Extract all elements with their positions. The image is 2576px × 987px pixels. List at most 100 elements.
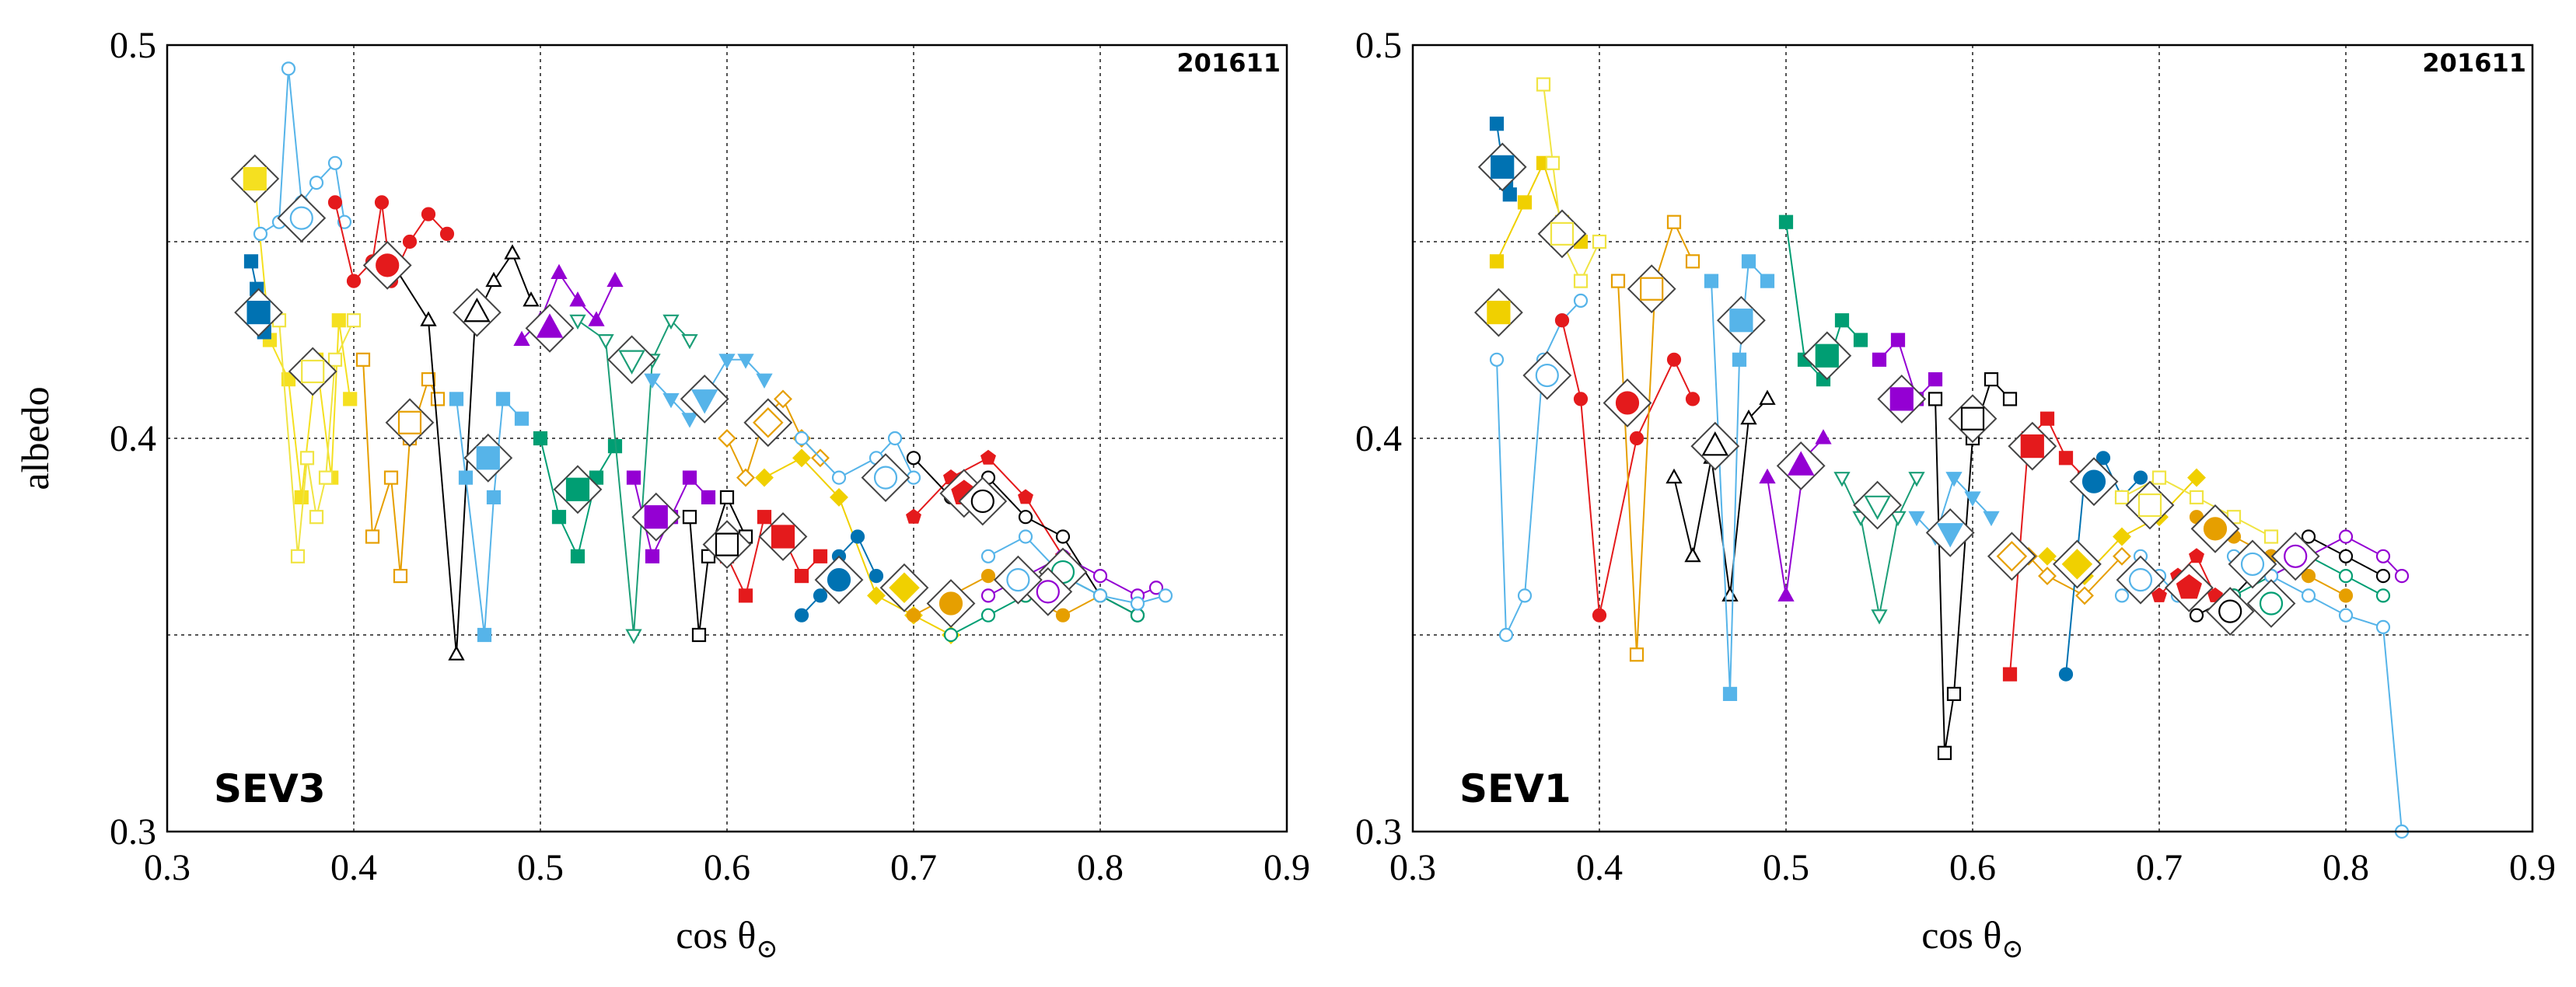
data-point (1592, 234, 1607, 249)
data-point (1665, 468, 1683, 484)
data-point (1629, 647, 1645, 662)
data-point (294, 490, 309, 505)
data-point (2075, 586, 2094, 605)
series-green-half-squares (533, 431, 623, 563)
mean-point (1889, 387, 1914, 411)
series-yellow-open-squares (271, 313, 362, 563)
data-point (458, 470, 474, 485)
data-point (794, 608, 809, 623)
data-point (421, 372, 436, 387)
data-point (2058, 667, 2074, 682)
mean-point (2128, 568, 2153, 592)
data-point (1760, 274, 1775, 288)
series-yellow-open-squares (1536, 77, 1607, 288)
data-point (1554, 313, 1570, 328)
data-point (477, 627, 492, 643)
series-orange-open-diamonds (2019, 546, 2131, 605)
data-point (1018, 489, 1033, 504)
mean-point (243, 166, 267, 191)
data-point (662, 314, 680, 330)
data-point (737, 354, 754, 369)
x-tick-label: 0.4 (1576, 847, 1623, 888)
data-point (681, 413, 698, 428)
data-point (1684, 546, 1701, 563)
x-axis-label-subscript: ⊙ (2001, 935, 2024, 964)
mean-point (2020, 434, 2044, 459)
y-tick-label: 0.3 (1355, 811, 1402, 853)
data-point (2002, 392, 2018, 406)
x-axis-label-text: cos θ (1921, 913, 2001, 957)
data-point (867, 586, 886, 605)
mean-point (536, 313, 564, 338)
mean-markers (230, 154, 1088, 628)
data-point (551, 263, 568, 279)
data-point (2002, 667, 2018, 682)
mean-point (463, 297, 491, 323)
data-point (681, 334, 698, 350)
data-point (393, 568, 408, 584)
mean-point (2203, 517, 2228, 541)
data-point (1759, 468, 1776, 484)
mean-point (827, 568, 851, 592)
x-tick-label: 0.9 (1264, 847, 1310, 888)
data-point (597, 334, 614, 350)
mean-point (301, 359, 325, 384)
data-point (1489, 117, 1505, 131)
mean-point (397, 410, 422, 434)
x-tick-label: 0.8 (2323, 847, 2369, 888)
series-line (1543, 84, 1600, 283)
data-point (645, 549, 660, 563)
data-point (1018, 529, 1033, 544)
x-axis-label-subscript: ⊙ (756, 935, 778, 964)
data-point (869, 568, 884, 584)
data-point (1732, 352, 1747, 367)
series-line (2028, 556, 2123, 597)
data-point (2301, 588, 2316, 603)
data-point (2301, 529, 2316, 544)
series-line (1496, 300, 1582, 636)
data-point (243, 254, 259, 269)
data-point (2375, 619, 2391, 634)
mean-point (1936, 523, 1964, 548)
panel-label: SEV3 (214, 766, 326, 811)
mean-point (1487, 300, 1511, 325)
mean-point (771, 525, 795, 549)
data-point (2189, 608, 2204, 623)
data-point (439, 226, 455, 241)
data-point (1158, 588, 1173, 603)
data-point (980, 588, 996, 603)
data-point (486, 490, 502, 505)
x-axis-label: cos θ⊙ (1921, 913, 2024, 964)
x-axis-label-text: cos θ (676, 913, 756, 957)
data-point (1148, 581, 1164, 595)
data-point (1833, 472, 1851, 487)
data-point (1517, 588, 1533, 603)
data-point (2095, 451, 2111, 466)
data-point (504, 244, 521, 260)
data-point (943, 627, 959, 643)
y-tick-label: 0.3 (110, 811, 156, 853)
data-point (299, 451, 315, 466)
data-point (1889, 511, 1907, 527)
data-point (1983, 511, 2000, 527)
mean-point (1491, 155, 1515, 179)
mean-point (1036, 580, 1060, 604)
x-tick-label: 0.6 (704, 847, 750, 888)
y-tick-label: 0.5 (1355, 25, 1402, 66)
mean-point (1615, 391, 1640, 415)
mean-point (753, 407, 784, 438)
x-tick-label: 0.7 (890, 847, 937, 888)
data-point (906, 608, 921, 623)
data-point (2114, 588, 2130, 603)
data-point (1834, 313, 1850, 328)
data-series (1489, 77, 2410, 839)
data-point (2263, 529, 2279, 544)
data-point (2113, 546, 2131, 566)
data-point (485, 271, 502, 288)
data-point (588, 311, 605, 326)
data-point (449, 392, 464, 406)
data-point (1928, 392, 1943, 406)
y-axis-label: albedo (13, 386, 57, 490)
data-point (2394, 568, 2410, 584)
